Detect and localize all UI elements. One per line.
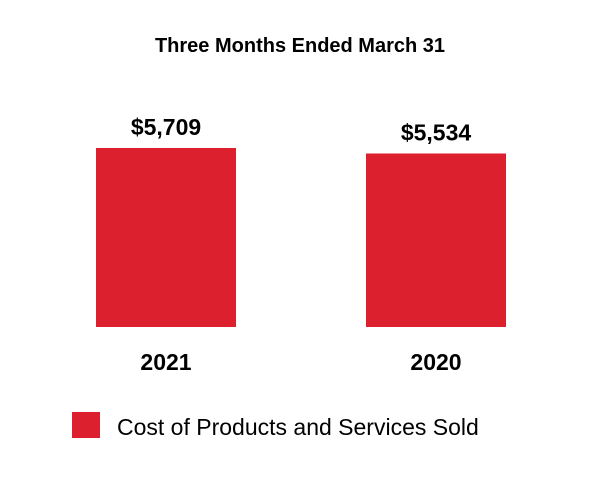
x-tick-label-2020: 2020: [410, 349, 461, 375]
legend: Cost of Products and Services Sold: [72, 412, 479, 440]
chart-title: Three Months Ended March 31: [155, 35, 445, 57]
legend-swatch: [72, 412, 100, 438]
bar-2020: [366, 153, 506, 327]
data-label-2021: $5,709: [131, 114, 201, 140]
data-label-2020: $5,534: [401, 119, 472, 145]
x-tick-label-2021: 2021: [140, 349, 191, 375]
bar-2021: [96, 148, 236, 327]
legend-label: Cost of Products and Services Sold: [117, 414, 479, 440]
